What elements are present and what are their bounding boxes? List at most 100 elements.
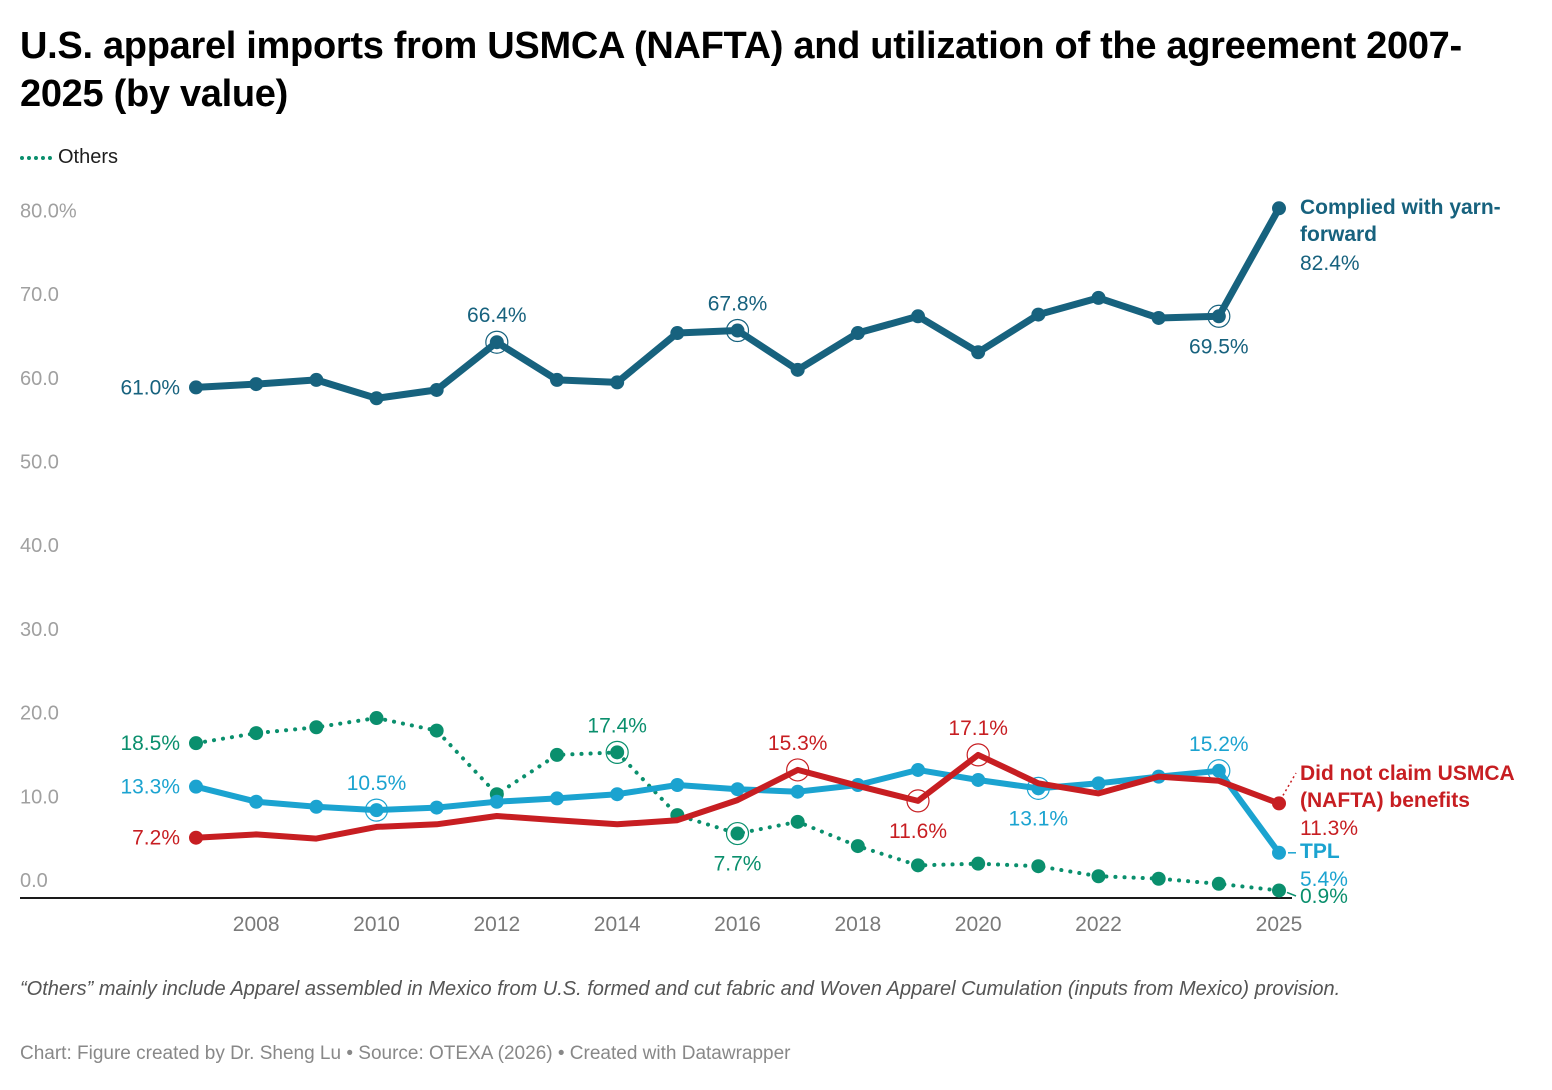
y-tick-label: 50.0 bbox=[20, 452, 59, 474]
data-point-tpl bbox=[911, 762, 925, 777]
data-point-others bbox=[1211, 876, 1226, 891]
end-value-label-did-not-claim-usmca-nafta-benefits: 11.3% bbox=[1300, 817, 1358, 840]
data-point-complied-with-yarn-forward bbox=[1031, 307, 1046, 322]
data-point-complied-with-yarn-forward bbox=[670, 326, 685, 341]
y-tick-label: 80.0% bbox=[20, 200, 77, 222]
chart-title: U.S. apparel imports from USMCA (NAFTA) … bbox=[20, 25, 1462, 115]
data-point-tpl bbox=[189, 779, 203, 794]
data-point-tpl bbox=[730, 782, 745, 797]
data-point-tpl bbox=[670, 778, 685, 793]
series-name-label-tpl: TPL bbox=[1300, 840, 1340, 863]
data-point-others bbox=[1151, 871, 1166, 886]
highlight-ring-complied-with-yarn-forward bbox=[1207, 304, 1231, 328]
data-point-others bbox=[1272, 883, 1286, 898]
data-point-complied-with-yarn-forward bbox=[1151, 310, 1166, 325]
legend: Others bbox=[20, 146, 118, 169]
x-tick-label: 2018 bbox=[834, 913, 881, 936]
data-point-others bbox=[850, 839, 865, 854]
highlight-ring-others bbox=[605, 740, 629, 764]
highlight-ring-others bbox=[725, 821, 750, 846]
value-label-tpl: 13.3% bbox=[120, 776, 180, 799]
value-label-tpl: 15.2% bbox=[1189, 733, 1249, 756]
value-label-complied-with-yarn-forward: 61.0% bbox=[120, 376, 180, 399]
value-label-did-not-claim-usmca-nafta-benefits: 7.2% bbox=[132, 827, 180, 850]
y-tick-label: 40.0 bbox=[20, 535, 59, 557]
x-tick-label: 2020 bbox=[955, 913, 1002, 936]
end-value-label-complied-with-yarn-forward: 82.4% bbox=[1300, 252, 1360, 275]
legend-label-others: Others bbox=[58, 146, 119, 168]
value-label-complied-with-yarn-forward: 69.5% bbox=[1189, 335, 1249, 358]
data-point-others bbox=[1031, 859, 1046, 874]
data-point-others bbox=[790, 814, 805, 829]
y-tick-label: 70.0 bbox=[20, 284, 59, 306]
labels-layer: 18.5% 17.4% 7.7% 13.3% 10.5% 13.1% 15.2% 7.2% 15… bbox=[120, 196, 1514, 908]
data-point-complied-with-yarn-forward bbox=[971, 345, 986, 360]
data-point-others bbox=[971, 856, 986, 871]
data-point-others bbox=[550, 747, 564, 762]
data-point-tpl bbox=[309, 799, 324, 814]
series-name-label-did-not-claim-usmca-nafta-benefits: (NAFTA) benefits bbox=[1300, 789, 1470, 812]
data-point-tpl bbox=[790, 784, 805, 799]
y-axis: 0.0 10.0 20.0 30.0 40.0 50.0 60.0 70.0 80.0% bbox=[20, 200, 77, 892]
data-point-others bbox=[1091, 869, 1106, 884]
series-name-label-complied-with-yarn-forward: Complied with yarn- bbox=[1300, 196, 1501, 219]
data-point-complied-with-yarn-forward bbox=[309, 372, 324, 387]
data-point-others bbox=[730, 826, 745, 841]
data-point-complied-with-yarn-forward bbox=[1211, 309, 1226, 324]
highlight-ring-did-not-claim-usmca-nafta-benefits bbox=[786, 758, 810, 782]
value-label-tpl: 13.1% bbox=[1009, 807, 1069, 830]
data-point-others bbox=[249, 726, 264, 741]
data-point-complied-with-yarn-forward bbox=[189, 380, 203, 395]
data-point-tpl bbox=[1272, 845, 1286, 860]
data-point-others bbox=[369, 711, 384, 726]
value-label-others: 18.5% bbox=[120, 732, 180, 755]
y-tick-label: 10.0 bbox=[20, 786, 59, 808]
x-tick-label: 2022 bbox=[1075, 913, 1122, 936]
data-point-tpl bbox=[429, 800, 444, 815]
x-tick-label: 2025 bbox=[1256, 913, 1303, 936]
series-layer bbox=[189, 201, 1286, 898]
y-tick-label: 30.0 bbox=[20, 619, 59, 641]
y-tick-label: 20.0 bbox=[20, 703, 59, 725]
highlight-ring-tpl bbox=[1026, 776, 1050, 800]
data-point-complied-with-yarn-forward bbox=[1091, 290, 1106, 305]
data-point-tpl bbox=[550, 791, 564, 806]
data-point-complied-with-yarn-forward bbox=[429, 382, 444, 397]
data-point-tpl bbox=[610, 787, 625, 802]
chart-notes: “Others” mainly include Apparel assemble… bbox=[20, 978, 1341, 1000]
data-point-complied-with-yarn-forward bbox=[790, 362, 805, 377]
value-label-others: 7.7% bbox=[714, 853, 762, 876]
value-label-did-not-claim-usmca-nafta-benefits: 11.6% bbox=[889, 820, 947, 843]
end-value-label-others: 0.9% bbox=[1300, 885, 1348, 908]
data-point-complied-with-yarn-forward bbox=[850, 326, 865, 341]
chart-byline: Chart: Figure created by Dr. Sheng Lu • … bbox=[20, 1043, 791, 1064]
legend-swatch-others bbox=[20, 155, 52, 160]
data-point-tpl bbox=[249, 794, 264, 809]
data-point-did-not-claim-usmca-nafta-benefits bbox=[189, 830, 203, 845]
data-point-complied-with-yarn-forward bbox=[610, 375, 625, 390]
highlight-ring-did-not-claim-usmca-nafta-benefits bbox=[966, 743, 990, 767]
series-name-label-complied-with-yarn-forward: forward bbox=[1300, 223, 1377, 246]
data-point-others bbox=[911, 858, 925, 873]
data-point-tpl bbox=[489, 794, 504, 809]
value-label-did-not-claim-usmca-nafta-benefits: 15.3% bbox=[768, 732, 828, 755]
y-tick-label: 0.0 bbox=[20, 870, 48, 892]
data-point-complied-with-yarn-forward bbox=[489, 335, 504, 350]
x-tick-label: 2010 bbox=[353, 913, 400, 936]
value-label-did-not-claim-usmca-nafta-benefits: 17.1% bbox=[948, 717, 1008, 740]
x-tick-label: 2008 bbox=[233, 913, 280, 936]
data-point-complied-with-yarn-forward bbox=[550, 372, 564, 387]
x-tick-label: 2014 bbox=[594, 913, 641, 936]
data-point-complied-with-yarn-forward bbox=[911, 309, 925, 324]
value-label-tpl: 10.5% bbox=[347, 772, 407, 795]
data-point-complied-with-yarn-forward bbox=[369, 391, 384, 406]
value-label-others: 17.4% bbox=[587, 714, 647, 737]
highlight-ring-complied-with-yarn-forward bbox=[725, 318, 750, 343]
highlight-ring-complied-with-yarn-forward bbox=[485, 330, 509, 354]
value-label-complied-with-yarn-forward: 66.4% bbox=[467, 304, 527, 327]
highlight-ring-did-not-claim-usmca-nafta-benefits bbox=[906, 789, 930, 813]
data-point-others bbox=[610, 745, 625, 760]
data-point-complied-with-yarn-forward bbox=[1272, 201, 1286, 216]
end-value-label-tpl: 5.4% bbox=[1300, 868, 1348, 891]
data-point-tpl bbox=[1211, 763, 1226, 778]
